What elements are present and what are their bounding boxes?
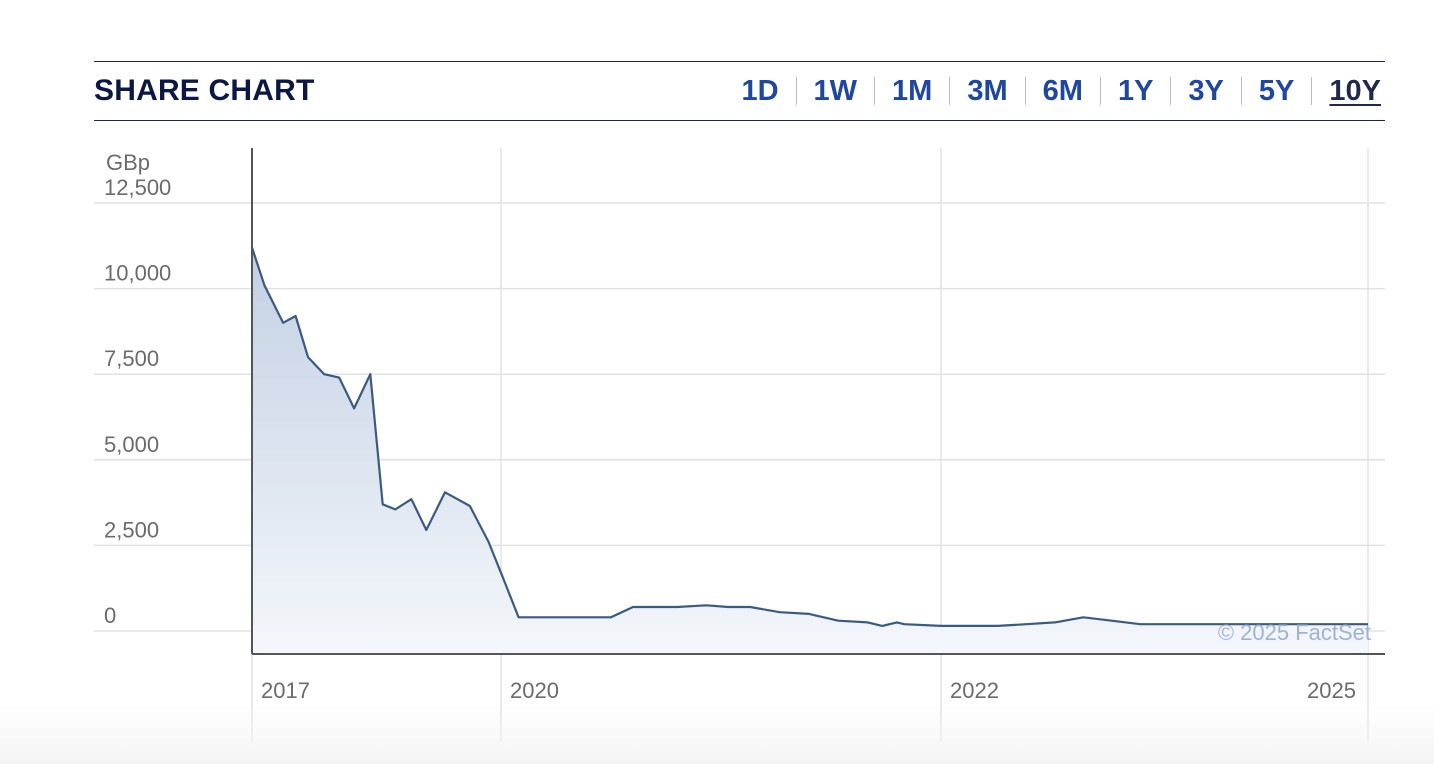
price-area bbox=[252, 247, 1368, 654]
y-tick-label: 10,000 bbox=[104, 261, 171, 286]
chart-title: SHARE CHART bbox=[94, 74, 315, 107]
range-tab-1d[interactable]: 1D bbox=[741, 75, 779, 107]
tab-separator bbox=[1024, 77, 1026, 105]
x-tick-label: 2022 bbox=[950, 678, 999, 703]
tab-separator bbox=[1240, 77, 1242, 105]
range-tab-3y[interactable]: 3Y bbox=[1188, 75, 1224, 107]
y-tick-label: 5,000 bbox=[104, 432, 159, 457]
chart-header: SHARE CHART 1D 1W 1M 3M 6M 1Y 3Y 5Y 10Y bbox=[94, 61, 1385, 121]
range-tab-6m[interactable]: 6M bbox=[1042, 75, 1083, 107]
range-tab-5y[interactable]: 5Y bbox=[1258, 75, 1295, 107]
chart-credit: © 2025 FactSet bbox=[1218, 620, 1371, 645]
x-tick-label: 2025 bbox=[1307, 678, 1356, 703]
range-tab-1y[interactable]: 1Y bbox=[1117, 75, 1154, 107]
tab-separator bbox=[795, 77, 797, 105]
y-tick-label: 7,500 bbox=[104, 346, 159, 371]
x-tick-label: 2017 bbox=[261, 678, 310, 703]
range-tabs: 1D 1W 1M 3M 6M 1Y 3Y 5Y 10Y bbox=[741, 62, 1381, 120]
y-tick-label: 12,500 bbox=[104, 175, 171, 200]
tab-separator bbox=[1099, 77, 1101, 105]
y-tick-label: 2,500 bbox=[104, 517, 159, 542]
y-tick-label: 0 bbox=[104, 603, 116, 628]
x-tick-label: 2020 bbox=[510, 678, 559, 703]
tab-separator bbox=[874, 77, 876, 105]
tab-separator bbox=[1170, 77, 1172, 105]
tab-separator bbox=[1311, 77, 1313, 105]
range-tab-1w[interactable]: 1W bbox=[813, 75, 858, 107]
range-tab-1m[interactable]: 1M bbox=[892, 75, 933, 107]
range-tab-10y[interactable]: 10Y bbox=[1329, 75, 1381, 107]
y-axis-unit: GBp bbox=[106, 150, 150, 175]
range-tab-3m[interactable]: 3M bbox=[967, 75, 1008, 107]
price-line bbox=[250, 247, 1368, 627]
tab-separator bbox=[949, 77, 951, 105]
